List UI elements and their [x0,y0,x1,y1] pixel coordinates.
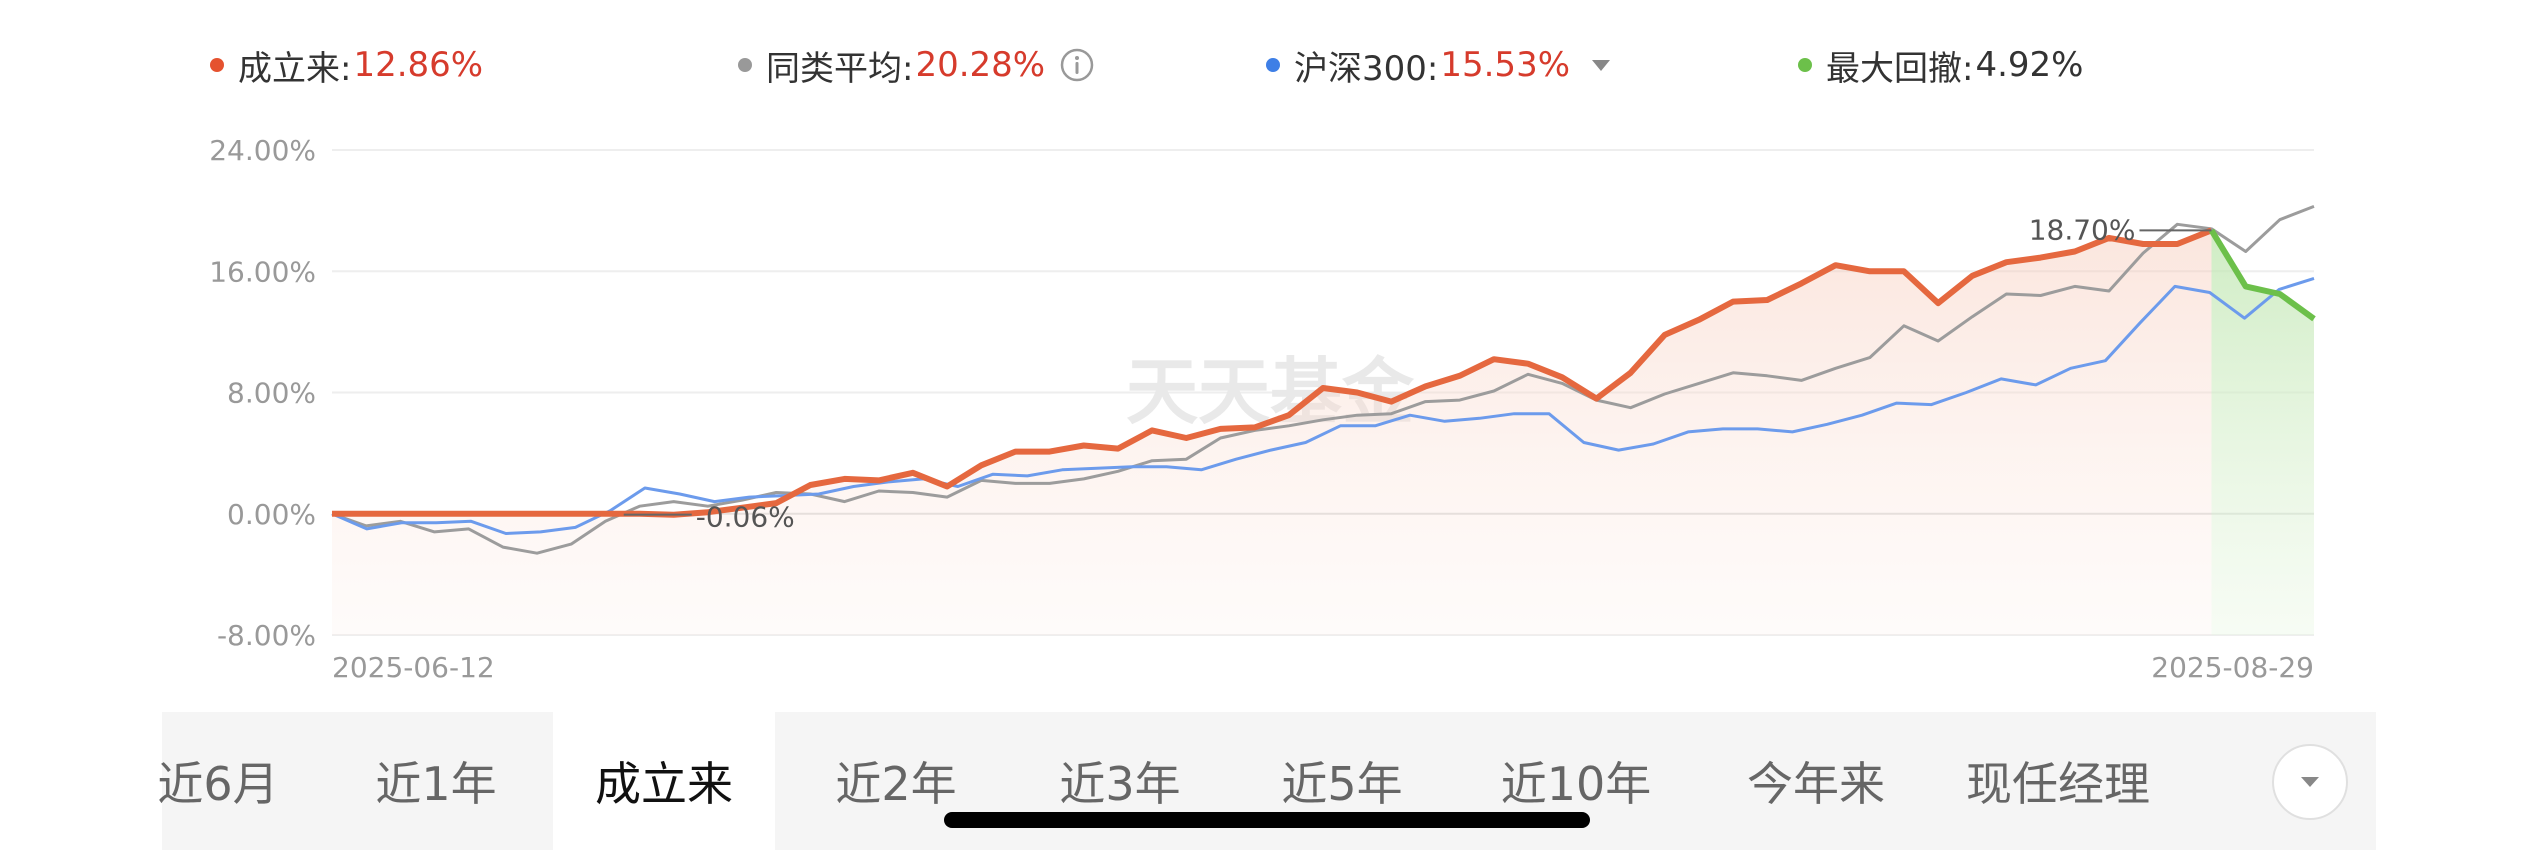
legend-index-dot [1266,58,1280,72]
legend-fund-label: 成立来: [238,48,352,89]
legend-peer-label: 同类平均: [766,48,914,89]
y-axis-ticks: 24.00% 16.00% 8.00% 0.00% -8.00% [209,134,316,652]
chart-legend: 成立来: 12.86% 同类平均: 20.28% 沪深300: 15.53% 最… [0,40,2532,90]
peer-average-line [331,205,2315,555]
x-tick-label-end: 2025-08-29 [2151,651,2314,684]
index-line [331,276,2315,535]
drawdown-line [2208,228,2316,322]
legend-index-return[interactable]: 沪深300: 15.53% [1266,40,1611,90]
legend-drawdown-dot [1798,58,1812,72]
tab-range[interactable]: 近1年 [375,757,497,811]
tab-range[interactable]: 今年来 [1747,757,1885,811]
legend-fund-dot [210,58,224,72]
legend-index-label: 沪深300: [1294,48,1439,89]
home-indicator [944,812,1590,828]
min-value-label: -0.06% [696,501,795,534]
performance-chart[interactable]: 24.00%16.00%8.00%0.00%-8.00% 天天基金 18.70%… [0,95,2532,695]
legend-peer-value: 20.28% [915,45,1046,85]
tab-range[interactable]: 现任经理 [1966,757,2150,811]
y-tick-label: 16.00% [209,255,316,288]
legend-peer-dot [738,58,752,72]
x-tick-label-start: 2025-06-12 [332,651,495,684]
y-tick-label: 8.00% [227,377,316,410]
y-tick-label: 0.00% [227,498,316,531]
tab-range[interactable]: 近6月 [157,757,279,811]
tab-range[interactable]: 近5年 [1281,757,1403,811]
y-tick-label: -8.00% [217,619,316,652]
info-icon[interactable] [1059,47,1095,83]
range-tab-bar: 近6月 近1年 成立来 近2年 近3年 近5年 近10年 今年来 现任经理 [157,712,2376,850]
legend-index-value: 15.53% [1440,45,1571,85]
legend-drawdown-label: 最大回撤: [1826,48,1974,89]
drawdown-area [2211,230,2314,636]
annotations: 18.70% -0.06% [623,213,2212,534]
chevron-down-icon[interactable] [2272,744,2348,820]
tab-range[interactable]: 近3年 [1059,757,1181,811]
legend-fund-return[interactable]: 成立来: 12.86% [210,40,483,90]
tab-range[interactable]: 近10年 [1500,757,1652,811]
tab-range[interactable]: 近2年 [835,757,957,811]
area-fills [332,230,2314,636]
y-tick-label: 24.00% [209,134,316,167]
legend-max-drawdown[interactable]: 最大回撤: 4.92% [1798,40,2083,90]
x-axis-ticks: 2025-06-12 2025-08-29 [332,651,2314,684]
legend-drawdown-value: 4.92% [1975,45,2084,85]
max-value-label: 18.70% [2029,213,2136,246]
legend-fund-value: 12.86% [353,45,484,85]
tab-range[interactable]: 成立来 [553,712,775,850]
legend-peer-average[interactable]: 同类平均: 20.28% [738,40,1095,90]
fund-area [332,230,2212,636]
dropdown-caret-icon[interactable] [1592,59,1611,71]
